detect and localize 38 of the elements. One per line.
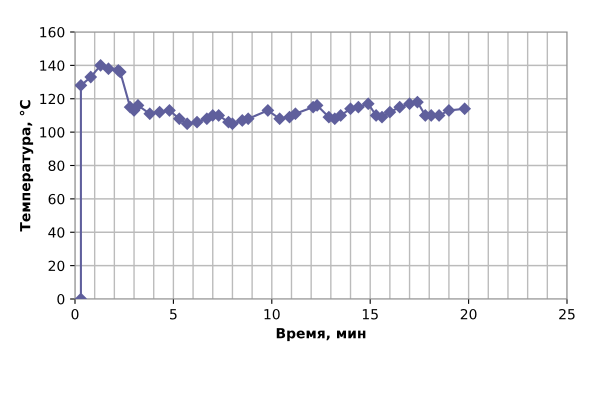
point [181, 118, 194, 130]
y-tick-label: 60 [48, 194, 64, 204]
y-tick-label: 160 [40, 26, 64, 38]
point [394, 100, 406, 114]
x-tick-label: 5 [170, 309, 177, 320]
x-tick-label: 15 [362, 309, 378, 320]
point [274, 112, 286, 125]
point [94, 59, 107, 72]
point [144, 108, 156, 120]
point [362, 98, 374, 110]
point [173, 112, 186, 125]
point [442, 104, 456, 117]
x-tick-label: 0 [71, 308, 78, 320]
point [154, 106, 166, 118]
y-tick-label: 100 [40, 127, 64, 138]
point [190, 116, 204, 128]
y-tick-label: 140 [40, 60, 64, 71]
y-tick-label: 80 [48, 160, 64, 171]
y-tick-label: 40 [48, 227, 64, 238]
point [163, 104, 176, 117]
y-tick-label: 0 [57, 294, 64, 304]
point [102, 62, 115, 75]
x-axis-title: Время, мин [276, 328, 366, 342]
y-tick-label: 20 [48, 260, 64, 272]
point [458, 102, 471, 115]
x-tick-label: 20 [460, 308, 477, 320]
point [262, 104, 274, 117]
x-tick-label: 25 [559, 308, 575, 320]
point [75, 79, 87, 92]
point [84, 70, 97, 84]
x-tick-label: 10 [264, 308, 280, 320]
y-tick-label: 120 [40, 94, 64, 104]
point [384, 106, 396, 118]
point [289, 108, 302, 120]
point [334, 109, 347, 122]
point [411, 96, 424, 108]
point [352, 100, 364, 114]
y-axis-title: Температура, °C [20, 100, 34, 232]
